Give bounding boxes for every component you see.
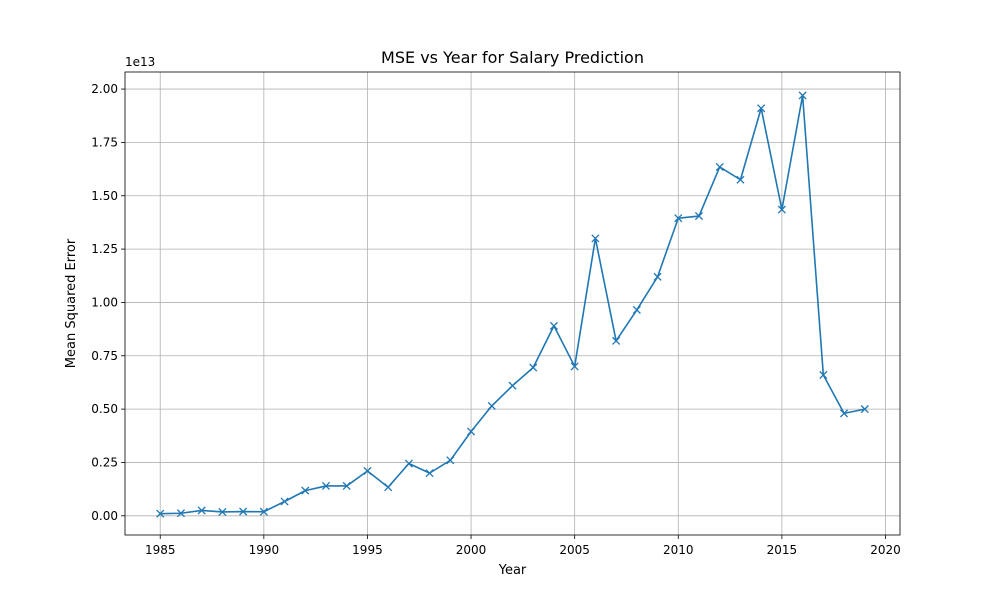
data-point-marker xyxy=(197,506,206,515)
data-point-marker xyxy=(487,401,496,410)
data-point-marker xyxy=(239,507,248,516)
plot-frame xyxy=(124,71,901,536)
series-mse xyxy=(156,91,869,518)
data-point-marker xyxy=(176,509,186,518)
data-point-marker xyxy=(860,405,869,414)
x-tick-label: 2010 xyxy=(663,543,694,557)
x-tick-label: 2015 xyxy=(767,543,798,557)
data-point-marker xyxy=(446,456,455,465)
data-point-marker xyxy=(301,486,310,495)
data-point-marker xyxy=(798,91,807,100)
x-tick-label: 2005 xyxy=(559,543,590,557)
data-point-marker xyxy=(529,363,538,372)
data-point-marker xyxy=(570,362,579,371)
data-point-marker xyxy=(715,162,724,172)
grid xyxy=(125,72,900,535)
chart-title: MSE vs Year for Salary Prediction xyxy=(381,48,644,67)
y-tick-label: 2.00 xyxy=(91,82,118,96)
data-point-marker xyxy=(508,381,517,390)
x-tick-label: 1985 xyxy=(145,543,176,557)
y-tick-label: 1.50 xyxy=(91,189,118,203)
data-point-marker xyxy=(466,427,476,436)
data-point-marker xyxy=(757,104,766,113)
data-point-marker xyxy=(839,409,849,418)
data-point-marker xyxy=(363,466,372,476)
data-point-marker xyxy=(736,175,745,184)
data-point-marker xyxy=(632,305,641,314)
y-tick-label: 1.00 xyxy=(91,295,118,309)
data-point-marker xyxy=(674,214,683,223)
data-point-marker xyxy=(321,481,331,490)
data-point-marker xyxy=(156,509,165,518)
data-point-marker xyxy=(612,336,621,345)
x-axis: 1985 1990 1995 2000 2005 2010 2015 2020 xyxy=(145,535,901,557)
data-point-marker xyxy=(549,321,559,330)
y-tick-label: 0.75 xyxy=(91,349,118,363)
y-offset-label: 1e13 xyxy=(125,55,155,69)
x-tick-label: 2000 xyxy=(456,543,487,557)
x-tick-label: 1990 xyxy=(249,543,280,557)
series-line xyxy=(160,94,865,515)
data-point-marker xyxy=(404,459,413,468)
data-point-marker xyxy=(218,507,227,517)
data-point-marker xyxy=(280,497,289,506)
data-point-marker xyxy=(384,483,393,492)
x-tick-label: 1995 xyxy=(352,543,383,557)
x-axis-title: Year xyxy=(498,563,527,578)
data-point-marker xyxy=(777,205,786,214)
data-point-marker xyxy=(819,370,828,380)
data-point-marker xyxy=(342,481,351,490)
y-tick-label: 0.50 xyxy=(91,402,118,416)
x-tick-label: 2020 xyxy=(870,543,901,557)
data-point-marker xyxy=(259,507,268,516)
data-point-marker xyxy=(425,469,434,478)
y-axis-title: Mean Squared Error xyxy=(64,238,79,368)
y-tick-label: 0.00 xyxy=(91,509,118,523)
y-tick-label: 0.25 xyxy=(91,455,118,469)
y-tick-label: 1.25 xyxy=(91,242,118,256)
y-tick-label: 1.75 xyxy=(91,135,118,149)
data-point-marker xyxy=(694,211,704,221)
data-point-marker xyxy=(653,272,662,281)
y-axis: 0.00 0.25 0.50 0.75 1.00 1.25 1.50 1.75 2.00 xyxy=(91,82,125,523)
data-point-marker xyxy=(591,234,600,243)
